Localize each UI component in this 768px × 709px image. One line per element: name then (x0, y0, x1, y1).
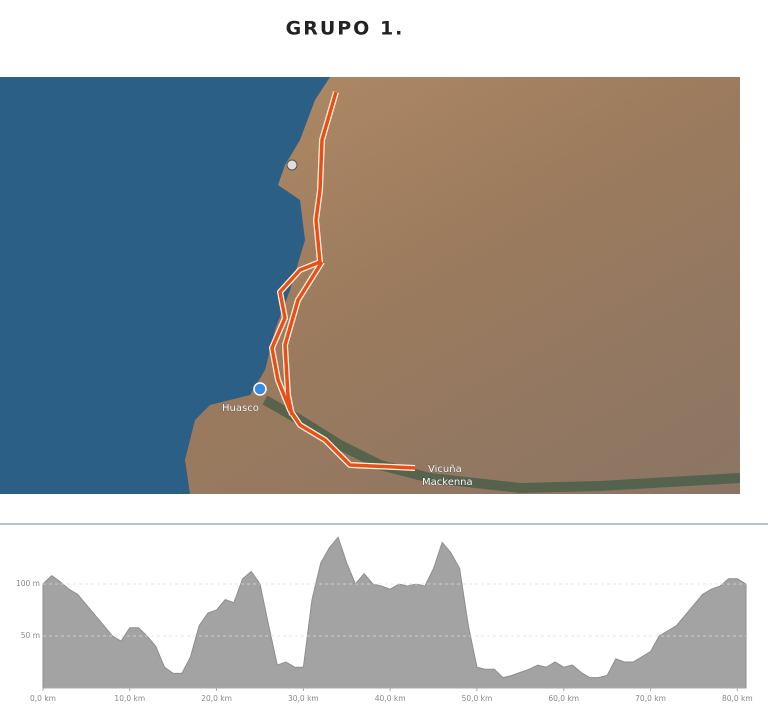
map: Huasco Vicuña Mackenna (0, 77, 740, 494)
x-tick-label: 40,0 km (375, 694, 406, 703)
y-tick-label: 100 m (16, 579, 40, 588)
map-label: Mackenna (422, 477, 473, 488)
map-label: Vicuña (428, 464, 462, 475)
x-tick-label: 0,0 km (30, 694, 56, 703)
ocean (0, 77, 330, 494)
x-tick-label: 30,0 km (288, 694, 319, 703)
map-marker (286, 159, 298, 171)
map-label: Huasco (222, 403, 259, 414)
x-tick-label: 70,0 km (635, 694, 666, 703)
x-tick-label: 10,0 km (114, 694, 145, 703)
elevation-chart: 50 m 100 m 0,0 km 10,0 km 20,0 km 30,0 km 40,0… (16, 536, 753, 703)
y-tick-label: 50 m (21, 631, 40, 640)
x-tick-label: 50,0 km (462, 694, 493, 703)
map-marker (253, 382, 267, 396)
x-tick-label: 60,0 km (548, 694, 579, 703)
river-valley (262, 395, 740, 494)
elevation-area (42, 536, 747, 689)
x-tick-label: 20,0 km (201, 694, 232, 703)
page-title: GRUPO 1. (286, 18, 405, 40)
route (270, 91, 416, 470)
x-tick-label: 80,0 km (722, 694, 753, 703)
